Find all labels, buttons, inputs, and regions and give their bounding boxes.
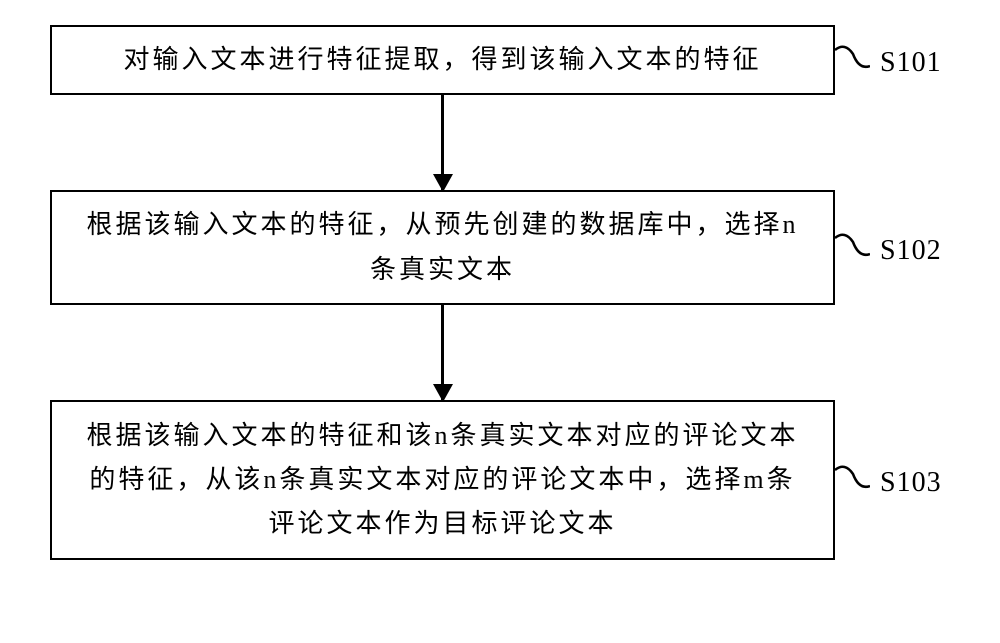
curve-connector-1 (835, 42, 870, 78)
step-1-box: 对输入文本进行特征提取，得到该输入文本的特征 (50, 25, 835, 95)
step-3-box: 根据该输入文本的特征和该n条真实文本对应的评论文本的特征，从该n条真实文本对应的… (50, 400, 835, 560)
step-1-label: S101 (880, 47, 942, 79)
curve-connector-3 (835, 462, 870, 498)
step-1-wrapper: 对输入文本进行特征提取，得到该输入文本的特征 S101 (50, 25, 950, 95)
step-2-wrapper: 根据该输入文本的特征，从预先创建的数据库中，选择n条真实文本 S102 (50, 190, 950, 305)
step-3-wrapper: 根据该输入文本的特征和该n条真实文本对应的评论文本的特征，从该n条真实文本对应的… (50, 400, 950, 560)
step-2-label: S102 (880, 235, 942, 267)
arrow-1 (50, 95, 835, 190)
step-1-text: 对输入文本进行特征提取，得到该输入文本的特征 (123, 38, 761, 82)
curve-connector-2 (835, 230, 870, 266)
step-3-label: S103 (880, 467, 942, 499)
step-3-text: 根据该输入文本的特征和该n条真实文本对应的评论文本的特征，从该n条真实文本对应的… (77, 414, 808, 547)
arrow-2 (50, 305, 835, 400)
step-2-text: 根据该输入文本的特征，从预先创建的数据库中，选择n条真实文本 (77, 203, 808, 291)
step-2-box: 根据该输入文本的特征，从预先创建的数据库中，选择n条真实文本 (50, 190, 835, 305)
